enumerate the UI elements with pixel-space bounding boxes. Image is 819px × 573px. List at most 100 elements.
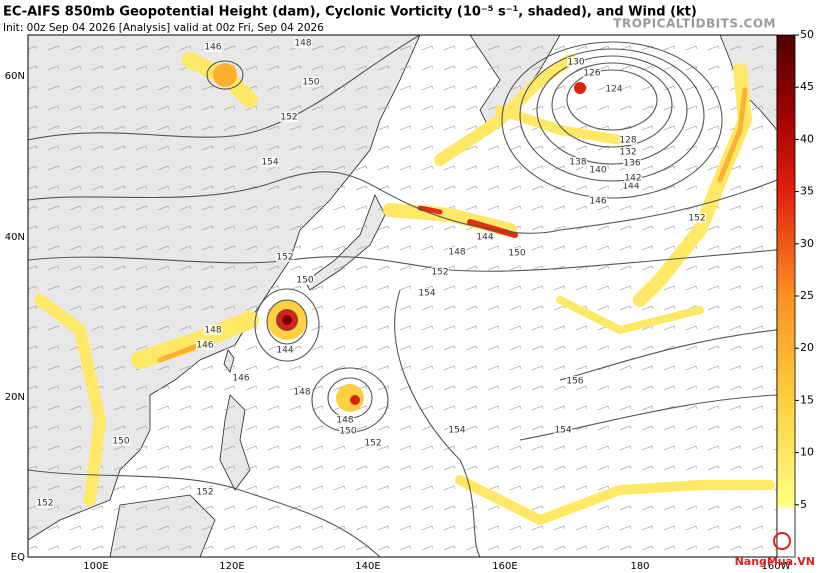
contour-label: 146 [232,374,249,384]
contour-label-bg [508,248,526,258]
contour-label: 152 [276,253,293,263]
contour-label: 148 [336,416,353,426]
contour-label: 146 [204,43,221,53]
contour-label-bg [261,157,279,167]
colorbar [776,34,796,558]
contour-label: 148 [293,388,310,398]
contour-label-bg [296,275,314,285]
wind-barbs [28,35,777,557]
contour-label: 152 [280,113,297,123]
contour-label-bg [476,232,494,242]
colorbar-label: 10 [800,446,814,459]
contour-label: 142 [624,174,641,184]
longitude-label: 100E [83,561,108,572]
contour-label: 156 [566,377,583,387]
contour-label-bg [112,436,130,446]
contour-label-bg [566,376,584,386]
contour-label: 154 [261,158,278,168]
contour-label: 146 [196,341,213,351]
contour-label-bg [448,247,466,257]
contour-label-bg [364,438,382,448]
height-contours [28,35,777,557]
contour-label-bg [276,252,294,262]
map-title: EC-AIFS 850mb Geopotential Height (dam),… [3,5,697,20]
contour-label-bg [280,112,298,122]
watermark-logo [773,532,791,550]
contour-label-bg [276,345,294,355]
contour-label-bg [294,38,312,48]
contour-label-bg [589,165,607,175]
vort-core [336,384,364,412]
contour-label: 154 [448,426,465,436]
longitude-label: 140E [355,561,380,572]
longitude-label: 120E [219,561,244,572]
contour-label: 152 [431,268,448,278]
contour-label-bg [567,57,585,67]
contour-label: 154 [554,426,571,436]
contour-label-bg [589,196,607,206]
vort-core [350,395,360,405]
contour-label: 150 [508,249,525,259]
contour-label-bg [583,68,601,78]
contour-label: 150 [112,437,129,447]
contour-label-bg [619,147,637,157]
colorbar-label: 40 [800,132,814,145]
contour-label: 150 [296,276,313,286]
contour-label: 148 [204,326,221,336]
contour-label: 150 [302,78,319,88]
contour-label-bg [196,487,214,497]
contour-label: 148 [294,39,311,49]
contour-label: 144 [622,182,639,192]
contour-label-bg [431,267,449,277]
contour-label-bg [204,42,222,52]
contour-label-bg [204,325,222,335]
colorbar-label: 30 [800,237,814,250]
site-name: TROPICALTIDBITS.COM [613,17,776,31]
contour-label-bg [688,213,706,223]
colorbar-label: 45 [800,80,814,93]
latitude-label: 20N [5,392,25,403]
latitude-label: 40N [5,232,25,243]
vort-core [213,63,237,87]
longitude-label: 180 [630,561,649,572]
contour-label-bg [232,373,250,383]
vort-core [574,82,586,94]
contour-label-bg [339,426,357,436]
contour-label-bg [623,158,641,168]
latitude-label: 60N [5,71,25,82]
contour-label: 148 [448,248,465,258]
contour-label: 152 [364,439,381,449]
contour-label: 150 [339,427,356,437]
contour-label: 154 [418,289,435,299]
contour-label-bg [619,135,637,145]
contour-label-bg [336,415,354,425]
contour-label-bg [554,425,572,435]
map-area [28,35,777,557]
contour-label-bg [448,425,466,435]
contour-label-bg [196,340,214,350]
contour-label-bg [293,387,311,397]
colorbar-label: 5 [800,498,807,511]
colorbar-label: 25 [800,289,814,302]
contour-label: 126 [583,69,600,79]
contour-label: 136 [623,159,640,169]
contour-label-bg [605,84,623,94]
contour-label-bg [624,173,642,183]
contour-label: 146 [589,197,606,207]
watermark: NangMua.VN [735,555,815,568]
contour-label-bg [622,181,640,191]
colorbar-label: 35 [800,185,814,198]
contour-label: 138 [569,158,586,168]
contour-label: 130 [567,58,584,68]
contour-label: 132 [619,148,636,158]
colorbar-label: 50 [800,28,814,41]
contour-label: 152 [196,488,213,498]
contour-label: 128 [619,136,636,146]
contour-label-bg [302,77,320,87]
contour-label: 144 [476,233,493,243]
init-line: Init: 00z Sep 04 2026 [Analysis] valid a… [3,22,324,34]
longitude-label: 160W [762,561,791,572]
colorbar-label: 20 [800,341,814,354]
contour-label: 140 [589,166,606,176]
contour-label: 124 [605,85,622,95]
